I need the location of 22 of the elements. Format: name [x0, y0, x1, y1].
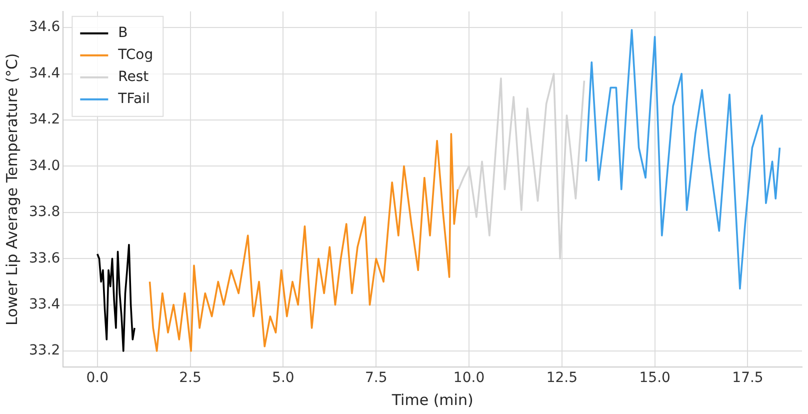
y-axis-title: Lower Lip Average Temperature (°C) [2, 53, 21, 326]
x-tick-label: 0.0 [86, 370, 108, 386]
y-tick-label: 34.2 [29, 112, 60, 128]
x-tick-label: 2.5 [179, 370, 202, 386]
x-tick-label: 7.5 [364, 370, 388, 386]
y-tick-label: 34.0 [29, 158, 60, 174]
legend-label: TCog [117, 47, 154, 64]
legend-label: Rest [118, 69, 150, 86]
y-tick-label: 34.4 [29, 65, 60, 82]
y-tick-label: 33.6 [29, 250, 60, 266]
y-tick-label: 33.8 [29, 204, 60, 220]
legend-label: B [118, 25, 128, 42]
x-tick-label: 12.5 [546, 370, 578, 386]
x-tick-label: 5.0 [272, 370, 294, 386]
x-axis-title: Time (min) [390, 390, 474, 409]
legend-label: TFail [117, 91, 150, 108]
y-tick-label: 33.4 [29, 296, 60, 312]
y-tick-label: 33.2 [29, 342, 60, 359]
x-tick-label: 17.5 [732, 370, 764, 386]
x-tick-label: 10.0 [453, 370, 485, 386]
y-tick-label: 34.6 [29, 19, 60, 36]
x-tick-label: 15.0 [639, 370, 670, 386]
